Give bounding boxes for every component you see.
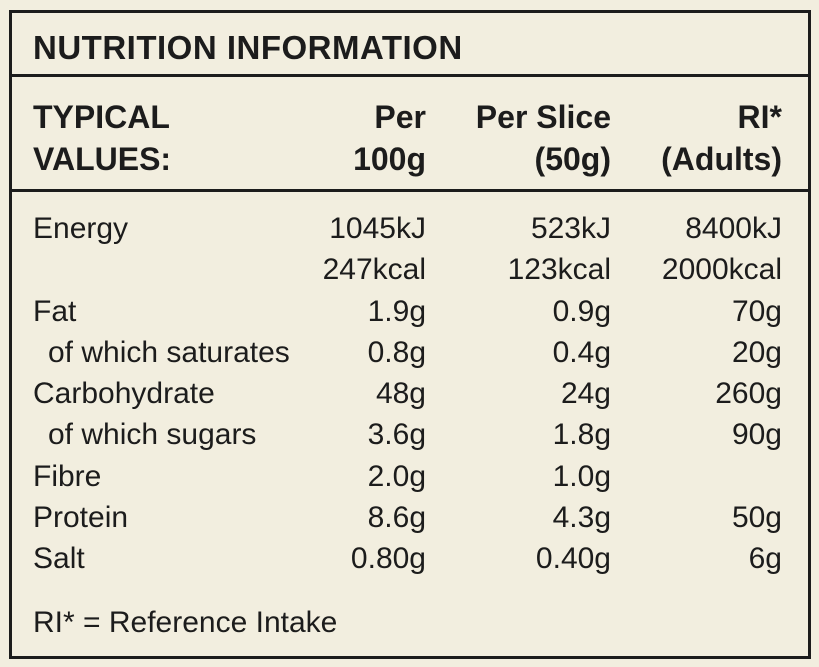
header-typical-values: TYPICAL VALUES: bbox=[33, 96, 171, 180]
value-per-slice: 1.0g bbox=[552, 459, 611, 493]
header-line: Per bbox=[374, 99, 426, 135]
value-per-100g: 0.80g bbox=[350, 542, 426, 576]
value-per-100g: 2.0g bbox=[367, 459, 426, 493]
table-row: 247kcal 123kcal 2000kcal bbox=[12, 249, 808, 290]
table-header: TYPICAL VALUES: Per 100g Per Slice (50g)… bbox=[12, 77, 808, 192]
table-row: Carbohydrate 48g 24g 260g bbox=[12, 373, 808, 414]
header-per-100g: Per 100g bbox=[353, 96, 426, 180]
value-per-slice: 0.4g bbox=[552, 335, 611, 369]
table-row: Salt 0.80g 0.40g 6g bbox=[12, 538, 808, 579]
value-ri: 90g bbox=[731, 418, 782, 452]
value-ri: 50g bbox=[731, 501, 782, 535]
header-line: VALUES: bbox=[33, 141, 172, 177]
value-per-slice: 123kcal bbox=[507, 253, 611, 287]
value-ri: 8400kJ bbox=[685, 212, 782, 245]
table-row: Fibre 2.0g 1.0g bbox=[12, 456, 808, 497]
value-ri: 260g bbox=[715, 377, 782, 411]
footnote: RI* = Reference Intake bbox=[33, 606, 338, 639]
value-ri: 20g bbox=[731, 335, 782, 369]
value-per-100g: 1045kJ bbox=[329, 212, 426, 245]
header-line: 100g bbox=[353, 141, 426, 177]
header-line: (50g) bbox=[534, 141, 611, 177]
title-bar: NUTRITION INFORMATION bbox=[12, 13, 808, 77]
nutrient-name: Fibre bbox=[33, 459, 102, 493]
nutrient-name: Salt bbox=[33, 542, 85, 576]
header-line: RI* bbox=[737, 99, 782, 135]
nutrient-name: Fat bbox=[33, 294, 77, 328]
value-per-100g: 48g bbox=[375, 377, 426, 411]
value-per-100g: 8.6g bbox=[367, 501, 426, 535]
header-line: Per Slice bbox=[475, 99, 611, 135]
header-line: (Adults) bbox=[661, 141, 782, 177]
header-per-slice: Per Slice (50g) bbox=[476, 96, 611, 180]
nutrient-name: of which saturates bbox=[48, 335, 290, 369]
value-per-slice: 0.40g bbox=[535, 542, 611, 576]
page-title: NUTRITION INFORMATION bbox=[33, 29, 463, 66]
header-line: TYPICAL bbox=[33, 99, 170, 135]
value-per-slice: 523kJ bbox=[530, 212, 611, 245]
nutrient-name: Protein bbox=[33, 501, 129, 535]
nutrient-name: Carbohydrate bbox=[33, 377, 215, 411]
table-row: Fat 1.9g 0.9g 70g bbox=[12, 291, 808, 332]
value-per-100g: 247kcal bbox=[322, 253, 426, 287]
value-ri: 6g bbox=[748, 542, 782, 576]
table-body: Energy 1045kJ 523kJ 8400kJ 247kcal 123kc… bbox=[12, 208, 808, 580]
nutrient-name: of which sugars bbox=[48, 418, 257, 452]
value-per-slice: 1.8g bbox=[552, 418, 611, 452]
value-ri: 2000kcal bbox=[661, 253, 782, 287]
nutrition-panel: NUTRITION INFORMATION TYPICAL VALUES: Pe… bbox=[9, 10, 811, 659]
header-ri-adults: RI* (Adults) bbox=[661, 96, 782, 180]
value-per-slice: 24g bbox=[560, 377, 611, 411]
table-row: of which sugars 3.6g 1.8g 90g bbox=[12, 414, 808, 455]
value-ri: 70g bbox=[731, 294, 782, 328]
value-per-100g: 0.8g bbox=[367, 335, 426, 369]
nutrient-name: Energy bbox=[33, 212, 129, 245]
table-row: Energy 1045kJ 523kJ 8400kJ bbox=[12, 208, 808, 249]
table-row: of which saturates 0.8g 0.4g 20g bbox=[12, 332, 808, 373]
value-per-100g: 1.9g bbox=[367, 294, 426, 328]
table-row: Protein 8.6g 4.3g 50g bbox=[12, 497, 808, 538]
value-per-100g: 3.6g bbox=[367, 418, 426, 452]
value-per-slice: 4.3g bbox=[552, 501, 611, 535]
value-per-slice: 0.9g bbox=[552, 294, 611, 328]
